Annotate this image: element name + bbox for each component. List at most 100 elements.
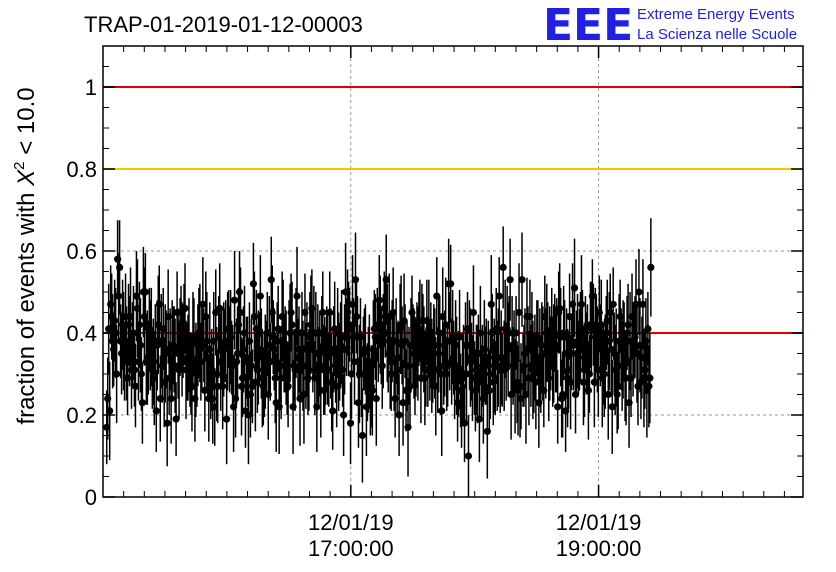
data-marker (389, 308, 397, 317)
data-point (571, 355, 580, 434)
data-marker (436, 329, 444, 337)
data-marker (632, 300, 640, 308)
y-tick-label: 0.6 (66, 239, 97, 264)
data-marker (291, 366, 299, 374)
data-marker (447, 280, 455, 288)
data-point (173, 271, 181, 354)
data-marker (276, 362, 284, 370)
data-marker (265, 341, 273, 349)
data-marker (203, 337, 211, 345)
data-point (645, 345, 653, 428)
data-point (135, 281, 144, 368)
data-marker (487, 300, 495, 308)
data-marker (358, 431, 367, 440)
data-marker (406, 382, 414, 390)
data-marker (293, 292, 301, 300)
data-point (518, 232, 526, 327)
data-point (329, 371, 337, 450)
data-point (345, 287, 354, 362)
data-point (512, 296, 520, 370)
data-point (239, 306, 248, 393)
data-marker (256, 292, 264, 300)
data-marker (473, 370, 482, 378)
data-point (613, 355, 621, 434)
data-point (506, 238, 514, 321)
data-point (646, 333, 654, 424)
data-marker (326, 308, 334, 317)
data-marker (623, 329, 631, 337)
data-marker (646, 374, 654, 382)
data-point (554, 369, 562, 444)
data-point (267, 236, 275, 323)
data-point (606, 273, 614, 352)
data-marker (247, 362, 256, 370)
data-point (317, 343, 325, 438)
data-point (608, 359, 616, 454)
data-point (467, 322, 476, 401)
data-point (639, 259, 647, 350)
data-point (291, 328, 299, 411)
data-marker (152, 407, 160, 415)
data-marker (606, 308, 614, 317)
data-point (614, 343, 622, 430)
data-marker (112, 329, 120, 337)
grid (103, 46, 803, 497)
data-marker (516, 395, 524, 403)
data-point (130, 333, 139, 407)
x-tick-date-label: 12/01/19 (308, 510, 394, 535)
data-point (486, 328, 494, 420)
data-marker (378, 362, 386, 370)
data-point (635, 248, 643, 336)
data-marker (130, 366, 139, 374)
data-marker (129, 329, 138, 337)
data-point (163, 380, 171, 467)
data-marker (577, 300, 586, 308)
x-tick-time-label: 19:00:00 (556, 536, 642, 561)
data-point (247, 318, 256, 413)
data-marker (317, 386, 325, 394)
data-point (543, 283, 551, 383)
data-point (622, 330, 630, 426)
data-marker (602, 329, 610, 337)
data-marker (639, 300, 647, 308)
data-marker (506, 276, 514, 284)
data-marker (635, 288, 643, 296)
data-point (469, 265, 478, 360)
data-point (443, 337, 451, 411)
data-marker (559, 390, 567, 399)
data-point (570, 238, 579, 338)
data-point (382, 234, 390, 325)
data-marker (590, 378, 598, 386)
data-marker (121, 313, 130, 321)
data-marker (138, 399, 146, 407)
data-marker (486, 370, 494, 378)
logo-line-1: Extreme Energy Events (637, 6, 795, 23)
data-point (223, 374, 231, 465)
data-point (113, 324, 121, 424)
data-marker (267, 276, 275, 284)
data-point (516, 359, 524, 438)
data-point (350, 318, 359, 405)
data-marker (249, 280, 258, 288)
y-tick-label: 1 (85, 75, 97, 100)
data-marker (313, 403, 321, 411)
data-point (351, 232, 360, 327)
data-marker (273, 337, 281, 345)
data-marker (512, 329, 520, 337)
data-point (249, 242, 258, 325)
data-marker (236, 308, 245, 317)
data-marker (351, 276, 360, 284)
data-marker (647, 263, 655, 271)
data-point (485, 349, 493, 432)
data-marker (499, 263, 507, 271)
data-points (103, 218, 655, 497)
data-marker (433, 292, 441, 300)
data-point (487, 255, 495, 354)
data-marker (199, 300, 207, 308)
data-marker (329, 407, 337, 415)
data-point (644, 292, 652, 366)
data-marker (375, 296, 383, 304)
data-point (438, 365, 446, 456)
data-marker (495, 292, 503, 300)
